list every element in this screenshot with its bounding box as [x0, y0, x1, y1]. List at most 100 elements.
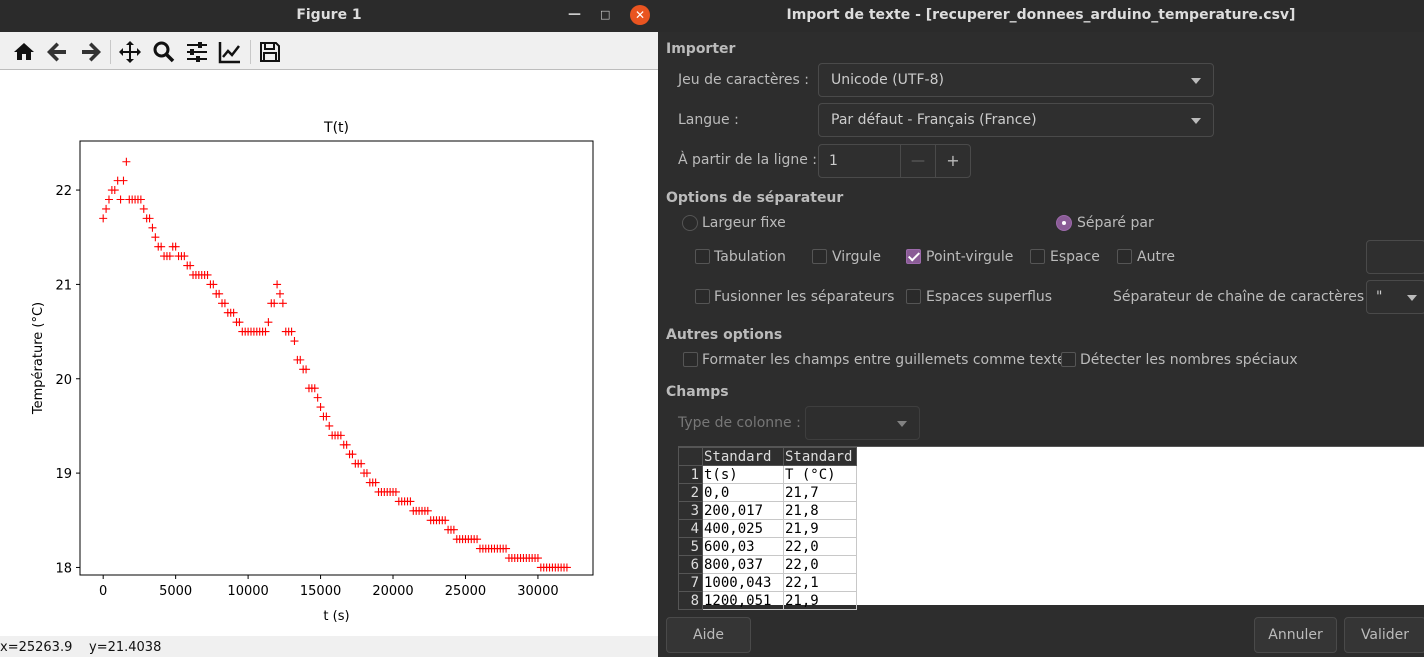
edit-axis-icon[interactable] [218, 40, 242, 64]
grid-cell[interactable]: t(s) [702, 465, 784, 484]
grid-cell[interactable]: 22,0 [783, 555, 857, 574]
quoted-as-text-checkbox[interactable] [683, 352, 698, 367]
from-line-value[interactable]: 1 [829, 153, 838, 169]
trim-spaces-checkbox[interactable] [906, 289, 921, 304]
chevron-down-icon [1191, 118, 1201, 124]
data-point [215, 289, 224, 298]
data-point [275, 289, 284, 298]
from-line-label: À partir de la ligne : [678, 152, 818, 168]
semicolon-label[interactable]: Point-virgule [926, 249, 1014, 265]
language-select[interactable]: Par défaut - Français (France) [818, 103, 1214, 137]
column-type-select[interactable] [805, 406, 920, 440]
grid-cell[interactable]: 22,0 [783, 537, 857, 556]
data-point [104, 195, 113, 204]
table-row: 3 200,017 21,8 [678, 501, 857, 520]
other-separator-input[interactable] [1366, 240, 1424, 274]
x-tick-label: 25000 [445, 584, 486, 599]
quoted-as-text-label[interactable]: Formater les champs entre guillemets com… [702, 352, 1066, 368]
data-point [273, 280, 282, 289]
trim-spaces-label[interactable]: Espaces superflus [926, 289, 1053, 305]
close-icon[interactable]: ✕ [630, 5, 650, 25]
merge-delimiters-label[interactable]: Fusionner les séparateurs [714, 289, 895, 305]
grid-cell[interactable]: 1000,043 [702, 573, 784, 592]
row-header: 8 [678, 591, 703, 610]
column-header[interactable]: Standard [702, 447, 784, 466]
toolbar-separator [110, 40, 111, 64]
comma-checkbox[interactable] [812, 249, 827, 264]
tab-checkbox[interactable] [695, 249, 710, 264]
ok-button[interactable]: Valider [1344, 617, 1424, 653]
detect-special-checkbox[interactable] [1061, 352, 1076, 367]
y-tick-label: 20 [55, 373, 72, 388]
column-header[interactable]: Standard [783, 447, 857, 466]
scatter-plot[interactable]: T(t) 0 5000 10000 15000 20000 25000 30000 18 19 20… [0, 71, 658, 635]
detect-special-label[interactable]: Détecter les nombres spéciaux [1080, 352, 1298, 368]
string-delimiter-label: Séparateur de chaîne de caractères : [1113, 289, 1374, 305]
separated-by-label[interactable]: Séparé par [1077, 215, 1154, 231]
dialog-title: Import de texte - [recuperer_donnees_ard… [786, 7, 1296, 23]
space-checkbox[interactable] [1030, 249, 1045, 264]
x-tick-label: 5000 [159, 584, 192, 599]
separated-by-radio[interactable] [1056, 215, 1072, 231]
x-tick-label: 15000 [300, 584, 341, 599]
figure-window: Figure 1 — □ ✕ T(t) 0 5000 10000 15000 20000 2… [0, 0, 658, 657]
charset-select[interactable]: Unicode (UTF-8) [818, 63, 1214, 97]
configure-subplots-icon[interactable] [185, 40, 209, 64]
other-label[interactable]: Autre [1137, 249, 1176, 265]
decrement-button[interactable]: — [900, 145, 935, 177]
tab-label[interactable]: Tabulation [714, 249, 786, 265]
other-checkbox[interactable] [1117, 249, 1132, 264]
comma-label[interactable]: Virgule [832, 249, 881, 265]
data-point [136, 195, 145, 204]
grid-cell[interactable]: 1200,051 [702, 591, 784, 610]
save-icon[interactable] [258, 40, 282, 64]
data-point [186, 261, 195, 270]
grid-cell[interactable]: 600,03 [702, 537, 784, 556]
fixed-width-radio[interactable] [682, 215, 698, 231]
table-row: 2 0,0 21,7 [678, 483, 857, 502]
grid-cell[interactable]: 21,9 [783, 591, 857, 610]
table-row: 7 1000,043 22,1 [678, 573, 857, 592]
data-point [209, 280, 218, 289]
row-header: 7 [678, 573, 703, 592]
move-icon[interactable] [118, 40, 142, 64]
preview-grid[interactable]: Standard Standard 1 t(s) T (°C) 2 0,0 21,7 3… [678, 446, 1424, 610]
increment-button[interactable]: + [935, 145, 970, 177]
table-row: 1 t(s) T (°C) [678, 465, 857, 484]
help-button[interactable]: Aide [666, 617, 751, 653]
zoom-icon[interactable] [152, 40, 176, 64]
string-delimiter-select[interactable]: " [1366, 280, 1424, 314]
data-point [270, 299, 279, 308]
dialog-titlebar: Import de texte - [recuperer_donnees_ard… [658, 0, 1424, 32]
row-header: 5 [678, 537, 703, 556]
semicolon-checkbox[interactable] [906, 249, 921, 264]
data-point [316, 403, 325, 412]
minimize-icon[interactable]: — [568, 7, 581, 22]
forward-arrow-icon[interactable] [78, 40, 102, 64]
fixed-width-label[interactable]: Largeur fixe [702, 215, 786, 231]
grid-cell[interactable]: 200,017 [702, 501, 784, 520]
data-point [278, 299, 287, 308]
grid-cell[interactable]: 800,037 [702, 555, 784, 574]
x-tick-label: 10000 [227, 584, 268, 599]
string-delimiter-value: " [1376, 289, 1383, 305]
grid-cell[interactable]: 21,9 [783, 519, 857, 538]
maximize-icon[interactable]: □ [600, 8, 611, 21]
from-line-spinbox[interactable]: 1 — + [818, 144, 971, 178]
data-point [362, 469, 371, 478]
cancel-button[interactable]: Annuler [1254, 617, 1337, 653]
grid-cell[interactable]: 22,1 [783, 573, 857, 592]
home-icon[interactable] [12, 40, 36, 64]
grid-cell[interactable]: 21,7 [783, 483, 857, 502]
grid-cell[interactable]: 0,0 [702, 483, 784, 502]
row-header: 6 [678, 555, 703, 574]
space-label[interactable]: Espace [1050, 249, 1100, 265]
back-arrow-icon[interactable] [46, 40, 70, 64]
grid-cell[interactable]: 400,025 [702, 519, 784, 538]
grid-cell[interactable]: T (°C) [783, 465, 857, 484]
merge-delimiters-checkbox[interactable] [695, 289, 710, 304]
grid-cell[interactable]: 21,8 [783, 501, 857, 520]
data-point [371, 478, 380, 487]
import-dialog: Import de texte - [recuperer_donnees_ard… [658, 0, 1424, 657]
data-point [342, 440, 351, 449]
